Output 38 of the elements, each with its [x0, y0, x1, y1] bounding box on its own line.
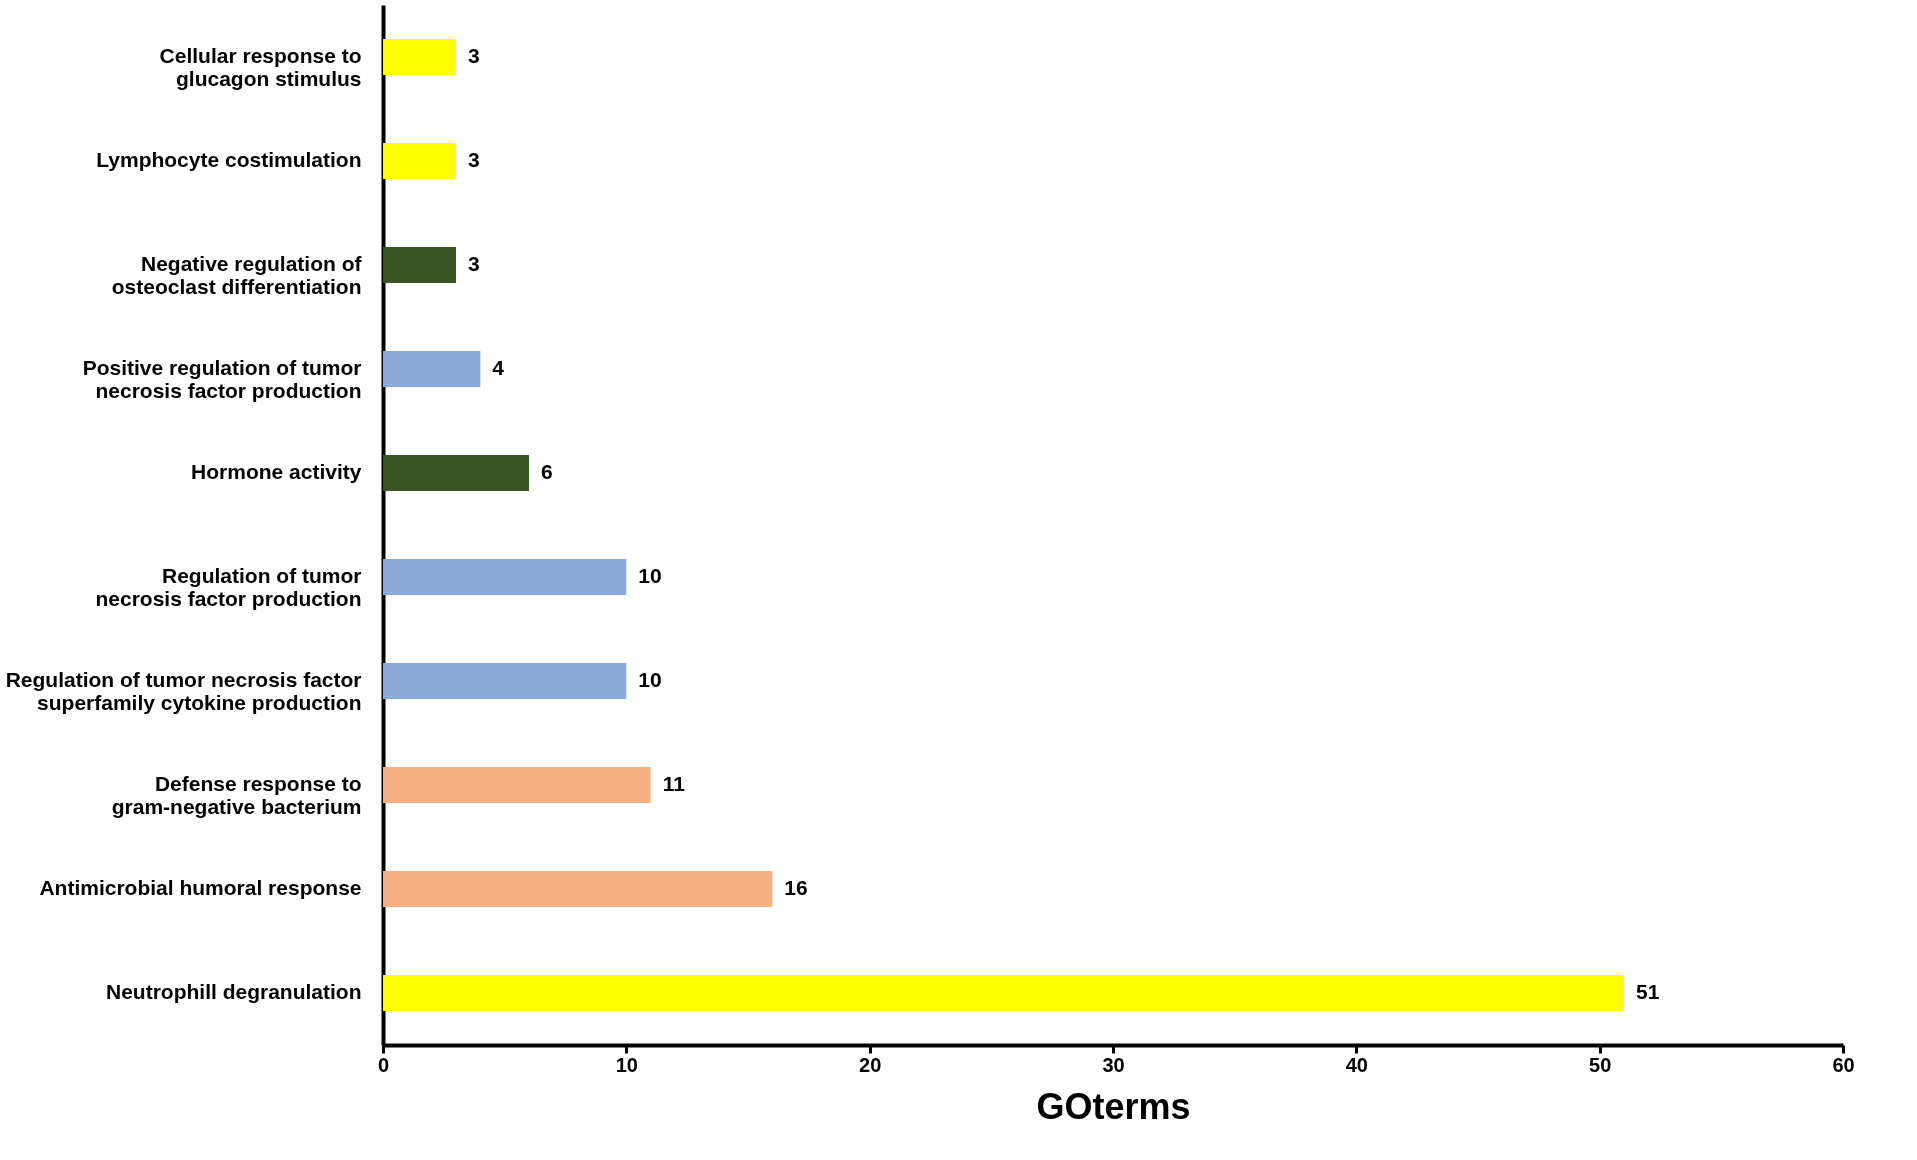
y-tick-label: Lymphocyte costimulation: [96, 148, 362, 171]
y-tick-label: Antimicrobial humoral response: [39, 876, 362, 899]
x-tick-label: 0: [377, 1053, 390, 1076]
x-tick-label: 40: [1345, 1053, 1368, 1076]
data-label: 3: [468, 44, 480, 67]
data-label: 51: [1636, 980, 1660, 1003]
y-tick-label: Defense response to gram-negative bacterium: [111, 772, 362, 818]
data-label: 11: [662, 772, 686, 795]
data-label: 3: [468, 148, 480, 171]
data-label: 3: [468, 252, 480, 275]
bar: [383, 871, 773, 907]
data-label: 10: [638, 668, 662, 691]
bar: [383, 767, 651, 803]
x-tick-label: 10: [615, 1053, 638, 1076]
bar: [383, 247, 456, 283]
bar: [383, 39, 456, 75]
bar: [383, 975, 1624, 1011]
y-tick-label: Neutrophill degranulation: [106, 980, 362, 1003]
data-label: 10: [638, 564, 662, 587]
x-tick-label: 30: [1102, 1053, 1125, 1076]
bar: [383, 351, 481, 387]
y-tick-label: Positive regulation of tumor necrosis factor production: [82, 356, 362, 402]
x-axis-title: GOterms: [1036, 1085, 1191, 1127]
bar: [383, 559, 627, 595]
bar: [383, 663, 627, 699]
data-label: 16: [784, 876, 808, 899]
y-tick-label: Cellular response to glucagon stimulus: [159, 44, 362, 90]
y-tick-label: Negative regulation of osteoclast differentiation: [111, 252, 363, 298]
y-tick-label: Hormone activity: [191, 460, 362, 483]
x-tick-label: 50: [1589, 1053, 1612, 1076]
bar: [383, 143, 456, 179]
x-tick-label: 60: [1832, 1053, 1855, 1076]
data-label: 4: [492, 356, 505, 379]
bar: [383, 455, 529, 491]
data-label: 6: [541, 460, 553, 483]
y-tick-label: Regulation of tumor necrosis factor superfamily cytokine production: [5, 668, 362, 714]
x-tick-label: 20: [859, 1053, 882, 1076]
y-tick-label: Regulation of tumor necrosis factor production: [95, 564, 362, 610]
